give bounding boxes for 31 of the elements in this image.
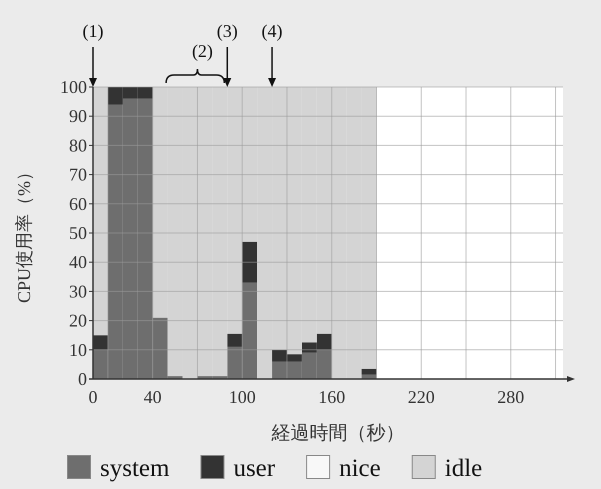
- y-tick-label: 60: [69, 194, 87, 214]
- bar: [362, 368, 376, 375]
- x-tick-label: 40: [144, 387, 162, 407]
- y-tick-label: 0: [78, 369, 87, 389]
- y-tick-label: 40: [69, 252, 87, 272]
- annotation: (4): [262, 21, 283, 41]
- legend-label: user: [233, 455, 276, 482]
- y-tick-label: 50: [69, 223, 87, 243]
- legend-label: system: [100, 455, 170, 482]
- y-tick-label: 30: [69, 281, 87, 302]
- annotation: (2): [192, 41, 213, 61]
- x-tick-label: 100: [228, 387, 256, 407]
- y-tick-label: 10: [69, 340, 87, 360]
- bar: [242, 242, 258, 283]
- y-tick-label: 100: [60, 77, 87, 97]
- bar: [227, 334, 242, 347]
- bar: [93, 87, 108, 336]
- x-tick-label: 280: [497, 387, 524, 407]
- y-tick-label: 20: [69, 310, 87, 331]
- y-tick-label: 90: [69, 106, 87, 126]
- legend-label: nice: [339, 455, 381, 482]
- x-tick-label: 220: [408, 387, 435, 407]
- annotation: (1): [82, 21, 104, 41]
- legend-label: idle: [444, 455, 482, 482]
- x-tick-label: 160: [318, 387, 346, 407]
- y-axis-title: CPU使用率（%）: [14, 162, 34, 304]
- y-tick-label: 80: [69, 135, 87, 156]
- x-axis-title: 経過時間（秒）: [270, 423, 404, 444]
- bar: [362, 374, 376, 379]
- annotation: (3): [216, 21, 238, 41]
- y-tick-label: 70: [69, 164, 87, 185]
